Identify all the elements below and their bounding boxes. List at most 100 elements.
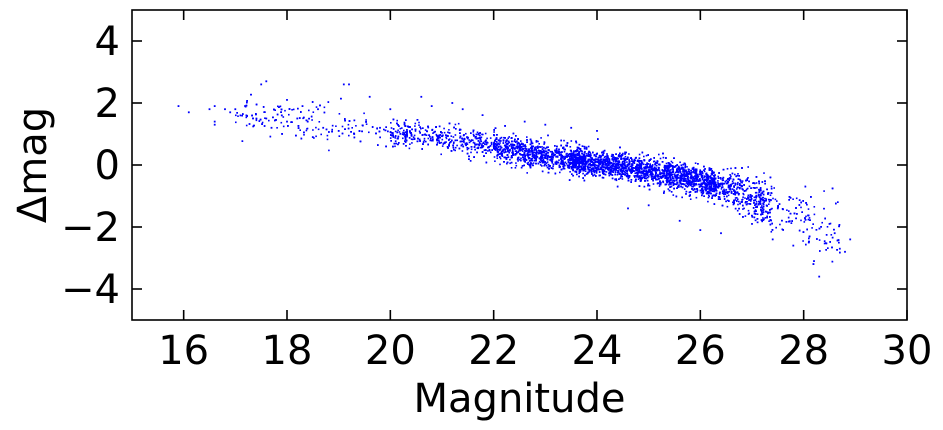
data-point bbox=[440, 141, 443, 144]
data-point bbox=[688, 171, 691, 173]
data-point bbox=[368, 131, 370, 134]
data-point bbox=[634, 159, 636, 162]
data-point bbox=[683, 188, 686, 190]
data-point bbox=[811, 227, 813, 229]
data-point bbox=[795, 197, 798, 200]
data-point bbox=[755, 197, 757, 199]
data-point bbox=[466, 148, 469, 151]
data-point bbox=[482, 133, 484, 136]
data-point bbox=[615, 169, 617, 172]
data-point bbox=[494, 160, 496, 162]
data-point bbox=[327, 101, 330, 103]
data-point bbox=[456, 139, 458, 142]
data-point bbox=[472, 131, 475, 133]
data-point bbox=[496, 157, 499, 159]
data-point bbox=[618, 168, 620, 170]
data-point bbox=[776, 200, 778, 202]
data-point bbox=[707, 196, 710, 199]
data-point bbox=[477, 140, 480, 142]
data-point bbox=[818, 239, 821, 241]
data-point bbox=[611, 159, 614, 161]
data-point bbox=[476, 151, 478, 154]
data-point bbox=[488, 149, 491, 152]
data-point bbox=[772, 197, 774, 200]
data-point bbox=[756, 213, 759, 215]
data-point bbox=[551, 162, 553, 164]
data-point bbox=[516, 147, 519, 150]
data-point bbox=[737, 173, 739, 175]
data-point bbox=[284, 109, 286, 112]
data-point bbox=[691, 176, 694, 178]
data-point bbox=[495, 137, 498, 139]
data-point bbox=[605, 160, 608, 162]
data-point bbox=[537, 149, 540, 152]
data-point bbox=[503, 136, 505, 139]
data-point bbox=[499, 140, 501, 142]
data-point bbox=[774, 198, 777, 201]
data-point bbox=[578, 160, 580, 163]
data-point bbox=[576, 149, 578, 151]
data-point bbox=[606, 153, 608, 155]
data-point bbox=[765, 198, 768, 200]
data-point bbox=[829, 222, 832, 225]
data-point bbox=[576, 146, 579, 149]
data-point bbox=[585, 148, 588, 150]
data-point bbox=[803, 221, 806, 223]
data-point bbox=[527, 149, 529, 152]
data-point bbox=[483, 149, 486, 151]
data-point bbox=[703, 186, 705, 188]
data-point bbox=[315, 106, 318, 108]
data-point bbox=[542, 154, 544, 156]
data-point bbox=[624, 151, 626, 154]
data-point bbox=[347, 123, 350, 126]
data-point bbox=[708, 186, 710, 189]
data-point bbox=[489, 137, 492, 139]
data-point bbox=[610, 155, 613, 157]
data-point bbox=[700, 173, 703, 175]
data-point bbox=[682, 179, 685, 181]
data-point bbox=[315, 135, 317, 138]
data-point bbox=[761, 181, 764, 183]
data-point bbox=[629, 165, 631, 168]
data-point bbox=[626, 161, 628, 163]
data-point bbox=[755, 182, 758, 184]
data-point bbox=[646, 162, 648, 164]
data-point bbox=[268, 119, 270, 122]
data-point bbox=[390, 127, 393, 129]
data-point bbox=[617, 161, 619, 164]
data-point bbox=[235, 121, 237, 124]
data-point bbox=[520, 149, 523, 151]
data-point bbox=[807, 208, 810, 210]
data-point bbox=[515, 164, 518, 167]
data-point bbox=[507, 137, 509, 140]
data-point bbox=[730, 167, 732, 170]
data-point bbox=[667, 178, 670, 180]
data-point bbox=[781, 228, 784, 231]
data-point bbox=[517, 145, 519, 147]
data-point bbox=[623, 170, 626, 173]
data-point bbox=[328, 149, 330, 152]
data-point bbox=[618, 178, 620, 180]
data-point bbox=[656, 162, 658, 165]
data-point bbox=[539, 164, 542, 166]
data-point bbox=[320, 133, 322, 136]
data-point bbox=[652, 179, 654, 182]
data-point bbox=[713, 184, 715, 187]
data-point bbox=[398, 131, 401, 133]
data-point bbox=[452, 136, 455, 138]
data-point bbox=[734, 193, 737, 196]
data-point bbox=[652, 183, 655, 185]
data-point bbox=[738, 200, 740, 203]
data-point bbox=[418, 130, 421, 133]
data-point bbox=[771, 207, 773, 210]
data-point bbox=[726, 199, 729, 202]
data-point bbox=[685, 180, 687, 182]
data-point bbox=[487, 150, 489, 152]
data-point bbox=[499, 142, 501, 144]
data-point bbox=[723, 188, 725, 191]
data-point bbox=[789, 220, 791, 222]
data-point bbox=[438, 139, 440, 142]
data-point bbox=[541, 161, 544, 164]
data-point bbox=[746, 201, 748, 203]
data-point bbox=[710, 184, 713, 187]
